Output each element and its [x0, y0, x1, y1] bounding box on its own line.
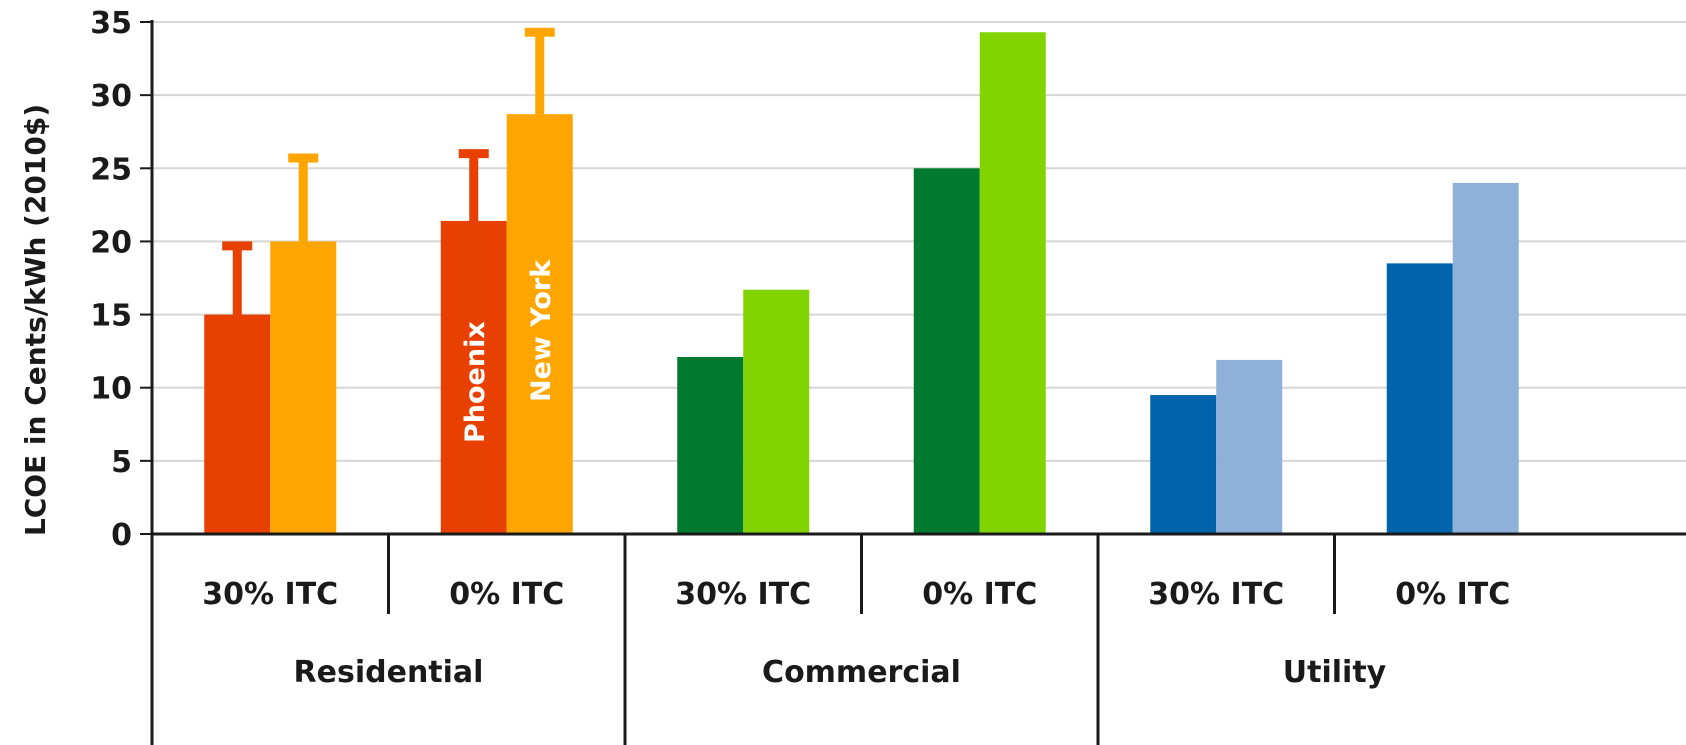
subgroup-label: 30% ITC — [1148, 577, 1284, 612]
bars: Phoenix New York — [204, 27, 1519, 535]
x-axis-labels: 30% ITC 0% ITC Residential 30% ITC 0% ITC Com… — [202, 577, 1510, 690]
group-label: Utility — [1283, 655, 1387, 690]
y-tick-label: 5 — [111, 445, 132, 480]
bar-new-york — [979, 32, 1046, 535]
bar-new-york — [1452, 182, 1519, 534]
bar-phoenix — [913, 168, 980, 535]
group-label: Commercial — [762, 655, 961, 690]
y-tick-label: 15 — [90, 299, 132, 334]
y-tick-label: 0 — [111, 518, 132, 553]
bar-new-york — [506, 114, 573, 534]
y-tick-label: 30 — [90, 79, 132, 114]
group-label: Residential — [294, 655, 484, 690]
subgroup-label: 30% ITC — [675, 577, 811, 612]
subgroup-label: 0% ITC — [1395, 577, 1510, 612]
subgroup-label: 0% ITC — [922, 577, 1037, 612]
series-label-phoenix: Phoenix — [460, 321, 491, 443]
y-tick-label: 20 — [90, 225, 132, 260]
y-axis-ticks: 0 5 10 15 20 25 30 35 — [90, 6, 152, 553]
subgroup-label: 30% ITC — [202, 577, 338, 612]
bar-new-york — [743, 289, 810, 534]
series-label-new-york: New York — [526, 259, 557, 402]
bar-new-york — [1216, 359, 1283, 534]
subgroup-label: 0% ITC — [449, 577, 564, 612]
y-axis-label: LCOE in Cents/kWh (2010$) — [19, 104, 52, 536]
bar-new-york — [270, 241, 337, 534]
bar-phoenix — [1150, 395, 1217, 534]
bar-phoenix — [1386, 263, 1453, 534]
axes — [150, 20, 1686, 745]
y-tick-label: 10 — [90, 372, 132, 407]
bar-phoenix — [440, 220, 507, 534]
bar-phoenix — [677, 356, 744, 534]
y-tick-label: 35 — [90, 6, 132, 41]
y-tick-label: 25 — [90, 152, 132, 187]
bar-phoenix — [204, 314, 271, 534]
